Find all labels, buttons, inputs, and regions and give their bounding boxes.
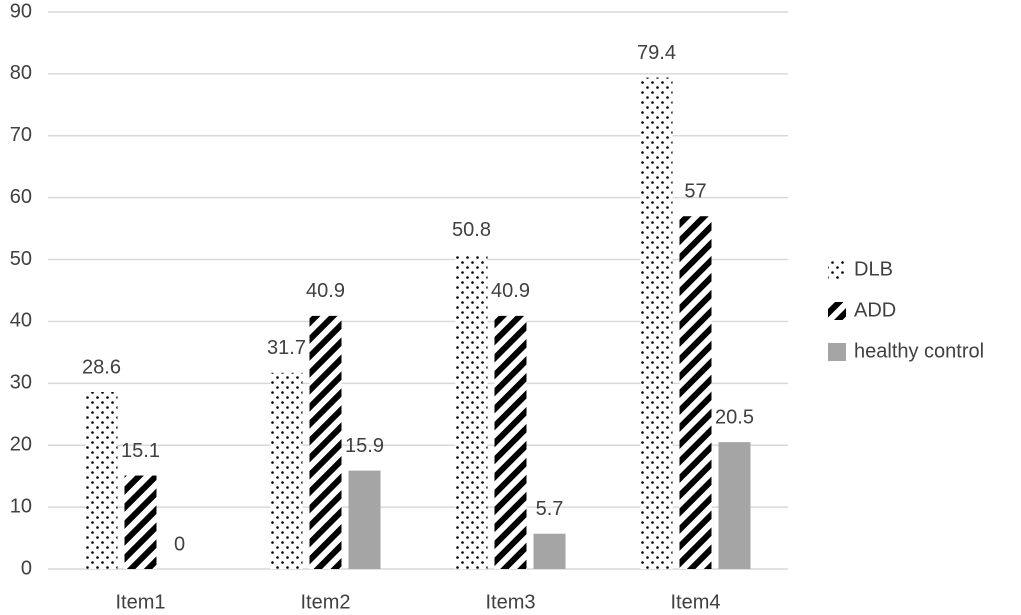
- value-label: 20.5: [715, 406, 754, 428]
- bar: [494, 315, 527, 569]
- y-tick-label: 90: [10, 0, 32, 22]
- bar: [309, 315, 342, 569]
- y-tick-label: 80: [10, 62, 32, 84]
- value-label: 57: [684, 181, 706, 203]
- y-tick-label: 70: [10, 124, 32, 146]
- legend-label: DLB: [854, 258, 893, 280]
- x-tick-label: Item3: [485, 591, 535, 613]
- x-tick-label: Item2: [300, 591, 350, 613]
- value-label: 40.9: [306, 280, 345, 302]
- value-label: 40.9: [491, 280, 530, 302]
- legend-label: ADD: [854, 299, 896, 321]
- value-label: 31.7: [267, 337, 306, 359]
- value-label: 50.8: [452, 219, 491, 241]
- bar: [455, 254, 488, 570]
- x-tick-label: Item4: [670, 591, 720, 613]
- y-tick-label: 20: [10, 434, 32, 456]
- legend-label: healthy control: [854, 340, 984, 362]
- bar: [533, 533, 566, 569]
- value-label: 0: [174, 533, 185, 555]
- bar: [348, 470, 381, 569]
- y-tick-label: 30: [10, 372, 32, 394]
- y-tick-label: 50: [10, 248, 32, 270]
- y-tick-label: 10: [10, 495, 32, 517]
- value-label: 15.1: [121, 440, 160, 462]
- value-label: 79.4: [637, 42, 676, 64]
- value-label: 28.6: [82, 356, 121, 378]
- bar: [85, 391, 118, 569]
- value-label: 5.7: [536, 498, 564, 520]
- x-tick-label: Item1: [115, 591, 165, 613]
- y-tick-label: 60: [10, 186, 32, 208]
- value-label: 15.9: [345, 435, 384, 457]
- legend-swatch: [828, 261, 846, 279]
- bar: [718, 442, 751, 569]
- bar: [640, 77, 673, 569]
- legend-swatch: [828, 302, 846, 320]
- y-tick-label: 40: [10, 310, 32, 332]
- y-tick-label: 0: [21, 557, 32, 579]
- bar: [270, 372, 303, 569]
- legend-swatch: [828, 343, 846, 361]
- bar: [679, 216, 712, 569]
- bar: [124, 475, 157, 569]
